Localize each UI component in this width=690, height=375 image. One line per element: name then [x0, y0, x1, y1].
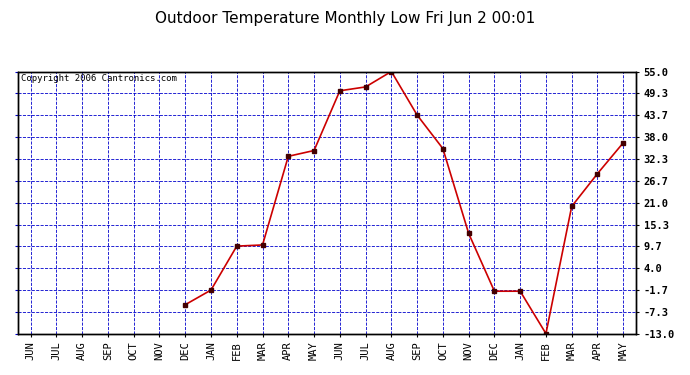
Text: Copyright 2006 Cantronics.com: Copyright 2006 Cantronics.com: [21, 74, 177, 83]
Text: Outdoor Temperature Monthly Low Fri Jun 2 00:01: Outdoor Temperature Monthly Low Fri Jun …: [155, 11, 535, 26]
